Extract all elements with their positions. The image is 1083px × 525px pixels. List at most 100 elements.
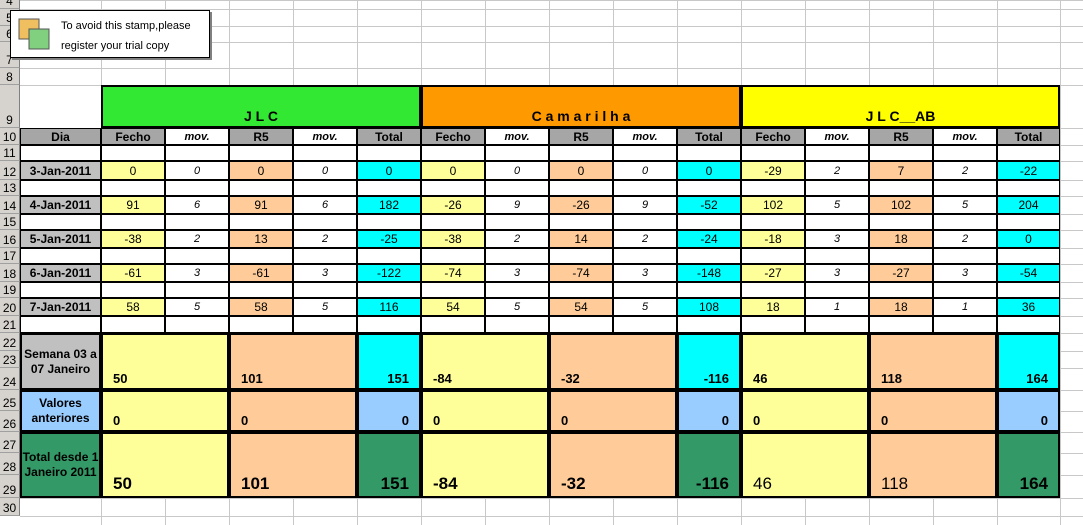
- value-cell[interactable]: 5: [933, 196, 997, 214]
- value-cell[interactable]: -54: [997, 264, 1060, 282]
- blank-cell[interactable]: [293, 248, 357, 264]
- value-cell[interactable]: 91: [101, 196, 165, 214]
- row-header[interactable]: 11: [0, 145, 20, 161]
- blank-cell[interactable]: [677, 145, 741, 161]
- value-cell[interactable]: -27: [741, 264, 805, 282]
- blank-cell[interactable]: [549, 145, 613, 161]
- value-cell[interactable]: -27: [869, 264, 933, 282]
- column-header-mov[interactable]: mov.: [485, 128, 549, 145]
- blank-cell[interactable]: [485, 248, 549, 264]
- value-cell[interactable]: -61: [101, 264, 165, 282]
- blank-cell[interactable]: [805, 248, 869, 264]
- summary-value[interactable]: 0: [869, 390, 997, 432]
- blank-cell[interactable]: [933, 180, 997, 196]
- value-cell[interactable]: 0: [101, 161, 165, 180]
- value-cell[interactable]: -61: [229, 264, 293, 282]
- value-cell[interactable]: -26: [421, 196, 485, 214]
- blank-cell[interactable]: [101, 180, 165, 196]
- row-header[interactable]: 18: [0, 264, 20, 282]
- blank-cell[interactable]: [997, 180, 1060, 196]
- row-header[interactable]: 28: [0, 453, 20, 475]
- summary-value[interactable]: 0: [549, 390, 677, 432]
- value-cell[interactable]: -122: [357, 264, 421, 282]
- date-cell[interactable]: 5-Jan-2011: [20, 230, 101, 248]
- value-cell[interactable]: 102: [741, 196, 805, 214]
- column-header-fecho[interactable]: Fecho: [421, 128, 485, 145]
- value-cell[interactable]: 58: [229, 298, 293, 316]
- value-cell[interactable]: 6: [165, 196, 229, 214]
- blank-cell[interactable]: [20, 282, 101, 298]
- blank-cell[interactable]: [101, 316, 165, 333]
- row-header[interactable]: 10: [0, 128, 20, 145]
- row-header[interactable]: 29: [0, 475, 20, 498]
- value-cell[interactable]: 18: [869, 298, 933, 316]
- blank-cell[interactable]: [933, 248, 997, 264]
- blank-cell[interactable]: [997, 282, 1060, 298]
- value-cell[interactable]: 2: [805, 161, 869, 180]
- blank-cell[interactable]: [933, 282, 997, 298]
- blank-cell[interactable]: [741, 145, 805, 161]
- value-cell[interactable]: 5: [165, 298, 229, 316]
- value-cell[interactable]: 3: [933, 264, 997, 282]
- blank-cell[interactable]: [805, 145, 869, 161]
- summary-value[interactable]: -84: [421, 432, 549, 498]
- summary-value[interactable]: -116: [677, 432, 741, 498]
- blank-cell[interactable]: [101, 282, 165, 298]
- summary-value[interactable]: 46: [741, 333, 869, 390]
- blank-cell[interactable]: [229, 282, 293, 298]
- value-cell[interactable]: 2: [165, 230, 229, 248]
- blank-cell[interactable]: [357, 248, 421, 264]
- summary-value[interactable]: 101: [229, 333, 357, 390]
- blank-cell[interactable]: [165, 316, 229, 333]
- summary-value[interactable]: 151: [357, 333, 421, 390]
- value-cell[interactable]: 182: [357, 196, 421, 214]
- value-cell[interactable]: 36: [997, 298, 1060, 316]
- blank-cell[interactable]: [20, 145, 101, 161]
- value-cell[interactable]: 0: [229, 161, 293, 180]
- blank-cell[interactable]: [293, 214, 357, 230]
- blank-cell[interactable]: [869, 282, 933, 298]
- value-cell[interactable]: -74: [549, 264, 613, 282]
- value-cell[interactable]: 116: [357, 298, 421, 316]
- blank-cell[interactable]: [613, 316, 677, 333]
- row-header[interactable]: 13: [0, 180, 20, 196]
- blank-cell[interactable]: [229, 214, 293, 230]
- value-cell[interactable]: 1: [805, 298, 869, 316]
- blank-cell[interactable]: [549, 248, 613, 264]
- blank-cell[interactable]: [421, 248, 485, 264]
- blank-cell[interactable]: [357, 145, 421, 161]
- blank-cell[interactable]: [997, 214, 1060, 230]
- value-cell[interactable]: 0: [357, 161, 421, 180]
- value-cell[interactable]: -52: [677, 196, 741, 214]
- summary-value[interactable]: 118: [869, 333, 997, 390]
- value-cell[interactable]: 0: [997, 230, 1060, 248]
- summary-value[interactable]: 0: [421, 390, 549, 432]
- column-header-total[interactable]: Total: [677, 128, 741, 145]
- summary-value[interactable]: -32: [549, 432, 677, 498]
- blank-cell[interactable]: [549, 316, 613, 333]
- blank-cell[interactable]: [485, 145, 549, 161]
- row-header[interactable]: 16: [0, 230, 20, 248]
- blank-cell[interactable]: [997, 248, 1060, 264]
- group-header[interactable]: J L C__AB: [741, 85, 1060, 128]
- summary-value[interactable]: 0: [101, 390, 229, 432]
- blank-cell[interactable]: [613, 214, 677, 230]
- row-header[interactable]: 12: [0, 161, 20, 180]
- blank-cell[interactable]: [229, 316, 293, 333]
- blank-cell[interactable]: [613, 248, 677, 264]
- value-cell[interactable]: -38: [101, 230, 165, 248]
- value-cell[interactable]: 0: [549, 161, 613, 180]
- blank-cell[interactable]: [357, 180, 421, 196]
- summary-value[interactable]: 0: [741, 390, 869, 432]
- blank-cell[interactable]: [549, 282, 613, 298]
- value-cell[interactable]: 6: [293, 196, 357, 214]
- value-cell[interactable]: 2: [613, 230, 677, 248]
- value-cell[interactable]: 5: [805, 196, 869, 214]
- blank-cell[interactable]: [165, 145, 229, 161]
- value-cell[interactable]: 3: [613, 264, 677, 282]
- blank-cell[interactable]: [357, 282, 421, 298]
- column-header-r5[interactable]: R5: [549, 128, 613, 145]
- summary-value[interactable]: 164: [997, 333, 1060, 390]
- row-header[interactable]: 8: [0, 68, 20, 85]
- blank-cell[interactable]: [741, 180, 805, 196]
